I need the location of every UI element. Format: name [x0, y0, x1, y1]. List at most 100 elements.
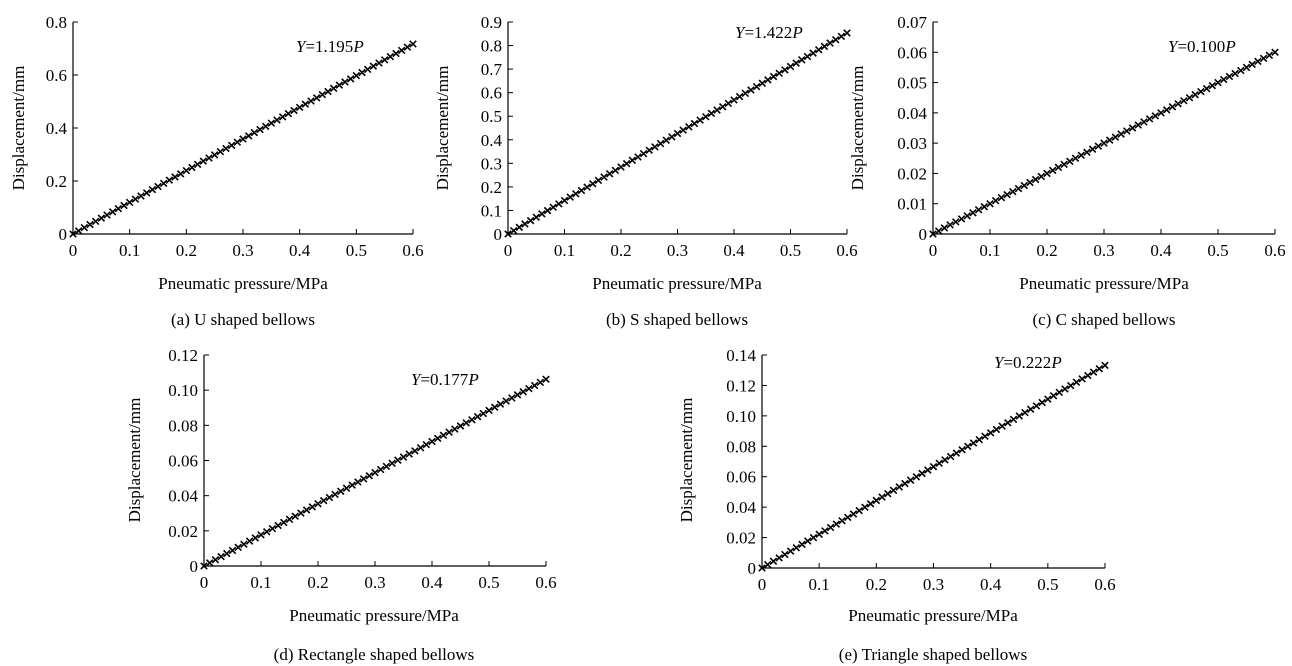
x-tick-label: 0.6: [402, 241, 423, 260]
equation-label: Y=0.177P: [411, 370, 479, 389]
data-point: [946, 221, 954, 229]
data-point: [217, 552, 225, 561]
x-tick-label: 0.5: [1037, 575, 1058, 594]
data-point: [239, 135, 247, 143]
data-point: [171, 173, 179, 181]
data-point: [392, 49, 400, 58]
y-tick-label: 0.2: [46, 172, 67, 191]
x-tick-label: 0.1: [250, 573, 271, 592]
data-point: [250, 128, 259, 137]
data-point: [974, 206, 983, 214]
y-tick-labels: 0 0.02 0.04 0.06 0.08 0.10 0.12 0.14: [726, 346, 756, 578]
data-point: [479, 409, 488, 418]
data-point: [307, 97, 315, 105]
data-point: [182, 166, 191, 175]
data-point: [707, 109, 716, 118]
data-point: [1031, 175, 1040, 184]
data-point: [142, 189, 151, 197]
data-point: [679, 126, 687, 134]
data-point: [1066, 157, 1074, 166]
panel-caption: (c) C shaped bellows: [1032, 310, 1175, 329]
data-point: [325, 493, 334, 502]
y-axis-label: Displacement/mm: [433, 66, 452, 191]
y-tick-label: 0: [494, 225, 503, 244]
axes: [203, 354, 547, 567]
data-point: [1072, 378, 1081, 386]
data-point: [981, 432, 989, 441]
data-point: [223, 549, 231, 558]
data-point: [986, 199, 994, 208]
data-point: [525, 384, 533, 393]
data-point: [560, 196, 569, 205]
data-point: [764, 76, 772, 84]
data-point: [91, 217, 100, 226]
data-point: [998, 422, 1006, 430]
data-point: [975, 435, 983, 444]
data-point: [815, 530, 823, 538]
data-point: [991, 196, 1000, 205]
data-point: [803, 537, 812, 545]
x-axis-label: Pneumatic pressure/MPa: [1019, 274, 1189, 293]
data-point: [1071, 154, 1080, 163]
data-point: [696, 116, 704, 124]
x-tick-label: 0.5: [478, 573, 499, 592]
data-point: [462, 419, 470, 427]
data-point: [428, 437, 436, 446]
x-tick-label: 0.2: [307, 573, 328, 592]
data-point: [1197, 87, 1205, 96]
data-point: [532, 213, 541, 222]
y-tick-label: 0.1: [481, 201, 502, 220]
data-point: [1014, 184, 1023, 193]
data-point: [1048, 166, 1057, 175]
data-point: [261, 122, 270, 131]
y-tick-labels: 0 0.1 0.2 0.3 0.4 0.5 0.6 0.7 0.8 0.9: [481, 13, 503, 244]
data-point: [1225, 72, 1234, 81]
data-point: [508, 394, 516, 402]
data-point: [267, 119, 276, 127]
x-tick-label: 0: [69, 241, 78, 260]
data-point: [781, 550, 789, 559]
panel-caption: (e) Triangle shaped bellows: [839, 645, 1027, 664]
data-point: [1088, 145, 1097, 153]
data-point: [1145, 115, 1154, 123]
data-point: [251, 534, 260, 542]
y-tick-label: 0.4: [46, 119, 68, 138]
data-point: [673, 129, 682, 138]
data-point: [468, 415, 476, 424]
data-point: [872, 496, 881, 505]
data-point: [622, 159, 631, 168]
y-tick-label: 0.12: [726, 376, 756, 395]
data-point: [752, 82, 761, 91]
data-point: [617, 163, 625, 171]
x-tick-label: 0.4: [1150, 241, 1172, 260]
data-point: [456, 422, 465, 430]
data-point: [1162, 106, 1171, 114]
data-point: [594, 176, 603, 185]
y-tick-label: 0.8: [481, 37, 502, 56]
data-point: [314, 499, 322, 508]
data-point: [1089, 368, 1098, 376]
data-point: [227, 141, 236, 150]
x-tick-label: 0.5: [346, 241, 367, 260]
data-point: [798, 540, 806, 549]
data-point: [895, 483, 903, 491]
data-point: [1009, 415, 1018, 424]
data-point: [747, 86, 755, 94]
data-point: [958, 446, 966, 454]
x-tick-label: 0.2: [610, 241, 631, 260]
y-axis-label: Displacement/mm: [125, 398, 144, 523]
axes: [761, 354, 1106, 569]
data-point: [549, 203, 557, 211]
data-point: [924, 466, 932, 474]
x-tick-label: 0: [929, 241, 938, 260]
data-point: [382, 462, 391, 471]
data-point: [216, 147, 225, 156]
data-point: [234, 543, 242, 552]
y-tick-label: 0.06: [897, 43, 927, 62]
x-tick-label: 0.4: [723, 241, 745, 260]
y-tick-label: 0.7: [481, 60, 503, 79]
data-point: [273, 116, 281, 124]
data-point: [376, 465, 385, 474]
data-point: [1032, 402, 1041, 410]
axes: [507, 21, 848, 235]
